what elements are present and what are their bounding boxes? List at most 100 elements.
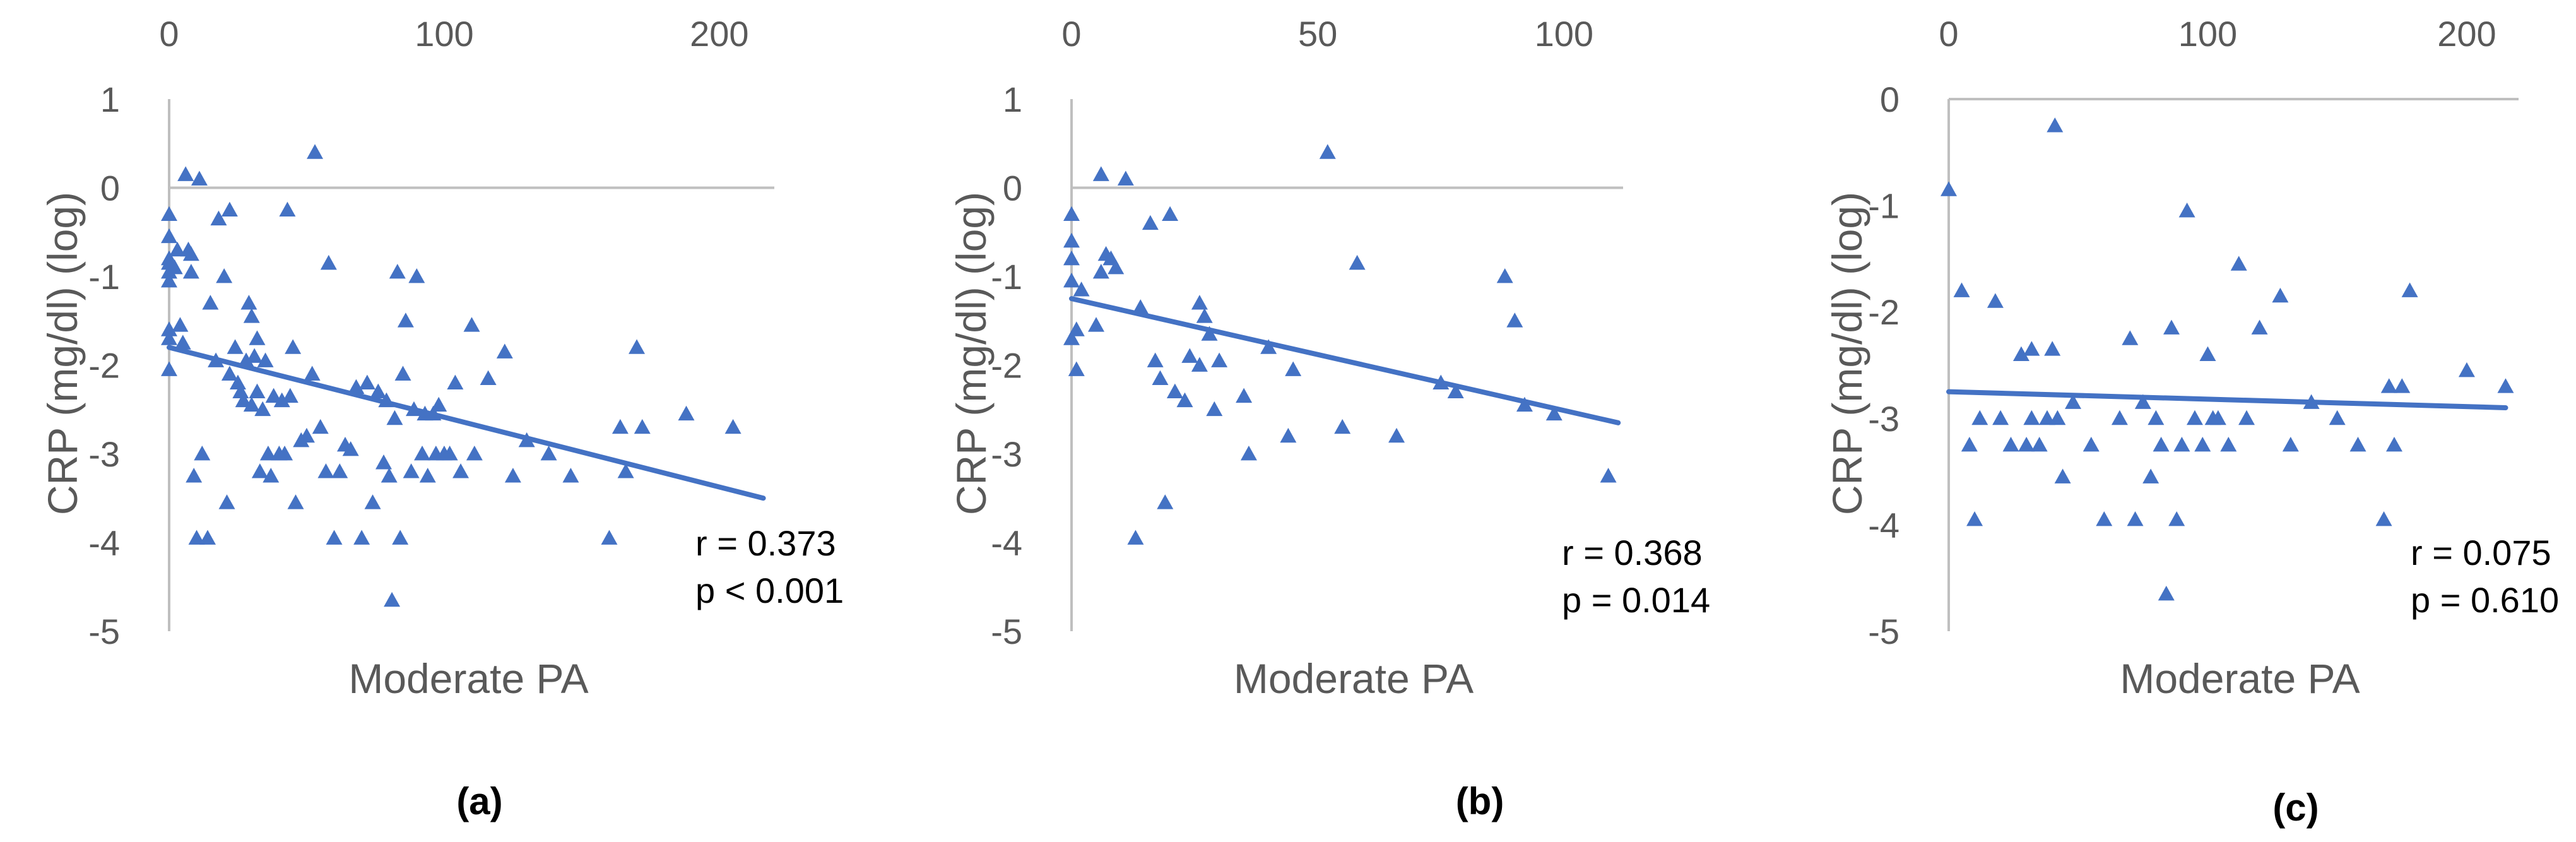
- data-point: [326, 530, 343, 545]
- data-point: [1349, 254, 1366, 270]
- stat-p-label: p = 0.014: [1562, 580, 1710, 620]
- data-point: [392, 530, 409, 545]
- y-axis-title: CRP (mg/dl) (log): [39, 192, 86, 515]
- data-point: [172, 317, 189, 332]
- data-point: [375, 454, 393, 470]
- data-point: [353, 530, 370, 545]
- data-point: [2173, 436, 2190, 452]
- data-point: [2122, 330, 2139, 345]
- data-point: [2018, 436, 2035, 452]
- data-point: [389, 263, 406, 279]
- chart-panel-3: 0 100 200 0 -1 -2 -3 -4 -5 CRP (mg/dl) (log) Moder…: [1824, 14, 2559, 829]
- data-point: [202, 295, 219, 310]
- data-point: [216, 268, 233, 283]
- stat-r-label: r = 0.373: [695, 523, 836, 563]
- trendline: [1946, 389, 2508, 410]
- data-point: [2238, 410, 2255, 425]
- data-point: [279, 201, 296, 217]
- data-point: [2065, 394, 2082, 409]
- data-point: [1600, 468, 1617, 483]
- y-tick-label: -1: [88, 257, 120, 297]
- data-point: [232, 383, 249, 399]
- y-tick-label: -3: [991, 434, 1022, 474]
- data-point: [1157, 494, 1174, 509]
- data-point: [2083, 436, 2100, 452]
- data-point: [2023, 410, 2040, 425]
- y-axis-title: CRP (mg/dl) (log): [1824, 192, 1870, 515]
- data-point: [227, 339, 244, 354]
- data-point: [2497, 378, 2514, 393]
- data-point: [1088, 317, 1105, 332]
- y-tick-label: 1: [100, 80, 120, 119]
- stat-r-label: r = 0.075: [2411, 533, 2551, 572]
- data-point: [1162, 206, 1179, 222]
- data-point: [2349, 436, 2366, 452]
- data-point: [1142, 215, 1159, 230]
- data-point: [281, 388, 298, 403]
- data-point: [2002, 436, 2019, 452]
- data-point: [2142, 468, 2159, 483]
- data-point: [441, 446, 458, 461]
- y-tick-label: -4: [991, 523, 1022, 563]
- data-point: [2375, 511, 2392, 526]
- data-point: [161, 330, 177, 345]
- data-point: [298, 427, 315, 443]
- data-point: [2230, 256, 2247, 271]
- data-point: [540, 446, 557, 461]
- data-point: [386, 410, 403, 425]
- data-point: [634, 418, 651, 434]
- stat-r-label: r = 0.368: [1562, 533, 1703, 572]
- data-point: [2168, 511, 2185, 526]
- data-point: [2194, 436, 2211, 452]
- data-point: [254, 401, 271, 417]
- data-point: [210, 210, 227, 226]
- data-point: [186, 468, 203, 483]
- data-point: [1068, 361, 1085, 376]
- data-point: [188, 530, 205, 545]
- data-point: [2458, 362, 2475, 377]
- data-point: [1166, 383, 1183, 399]
- data-point: [240, 295, 257, 310]
- data-point: [370, 383, 387, 399]
- x-tick-label: 50: [1298, 14, 1337, 54]
- data-point: [1966, 511, 1983, 526]
- data-point: [161, 228, 177, 244]
- data-point: [2153, 436, 2170, 452]
- data-point: [381, 468, 398, 483]
- data-point: [2127, 511, 2144, 526]
- data-point: [161, 206, 177, 222]
- data-point: [166, 259, 183, 275]
- data-point: [312, 418, 329, 434]
- data-point: [403, 463, 420, 478]
- y-axis-title: CRP (mg/dl) (log): [948, 192, 995, 515]
- data-point: [364, 494, 381, 509]
- data-point: [243, 396, 260, 412]
- data-point: [161, 273, 177, 288]
- x-tick-label: 0: [1939, 14, 1958, 54]
- data-point: [1191, 357, 1208, 372]
- data-point: [452, 463, 470, 478]
- data-point: [320, 254, 337, 270]
- x-tick-label: 0: [1061, 14, 1081, 54]
- data-point: [2023, 341, 2040, 356]
- data-point: [161, 321, 177, 336]
- data-point: [1496, 268, 1513, 283]
- data-point: [259, 446, 276, 461]
- data-point: [2401, 282, 2418, 297]
- data-point: [342, 441, 359, 456]
- data-point: [243, 308, 260, 323]
- data-point: [1063, 330, 1080, 345]
- x-axis-title: Moderate PA: [348, 655, 588, 702]
- data-point: [1285, 361, 1302, 376]
- data-point: [1063, 250, 1080, 266]
- y-tick-label: -3: [88, 434, 120, 474]
- data-point: [276, 446, 293, 461]
- data-point: [2199, 346, 2216, 362]
- data-point: [1092, 166, 1109, 181]
- data-point: [317, 463, 334, 478]
- data-point: [2158, 585, 2175, 601]
- data-point: [447, 374, 464, 389]
- y-tick-label: -2: [991, 346, 1022, 386]
